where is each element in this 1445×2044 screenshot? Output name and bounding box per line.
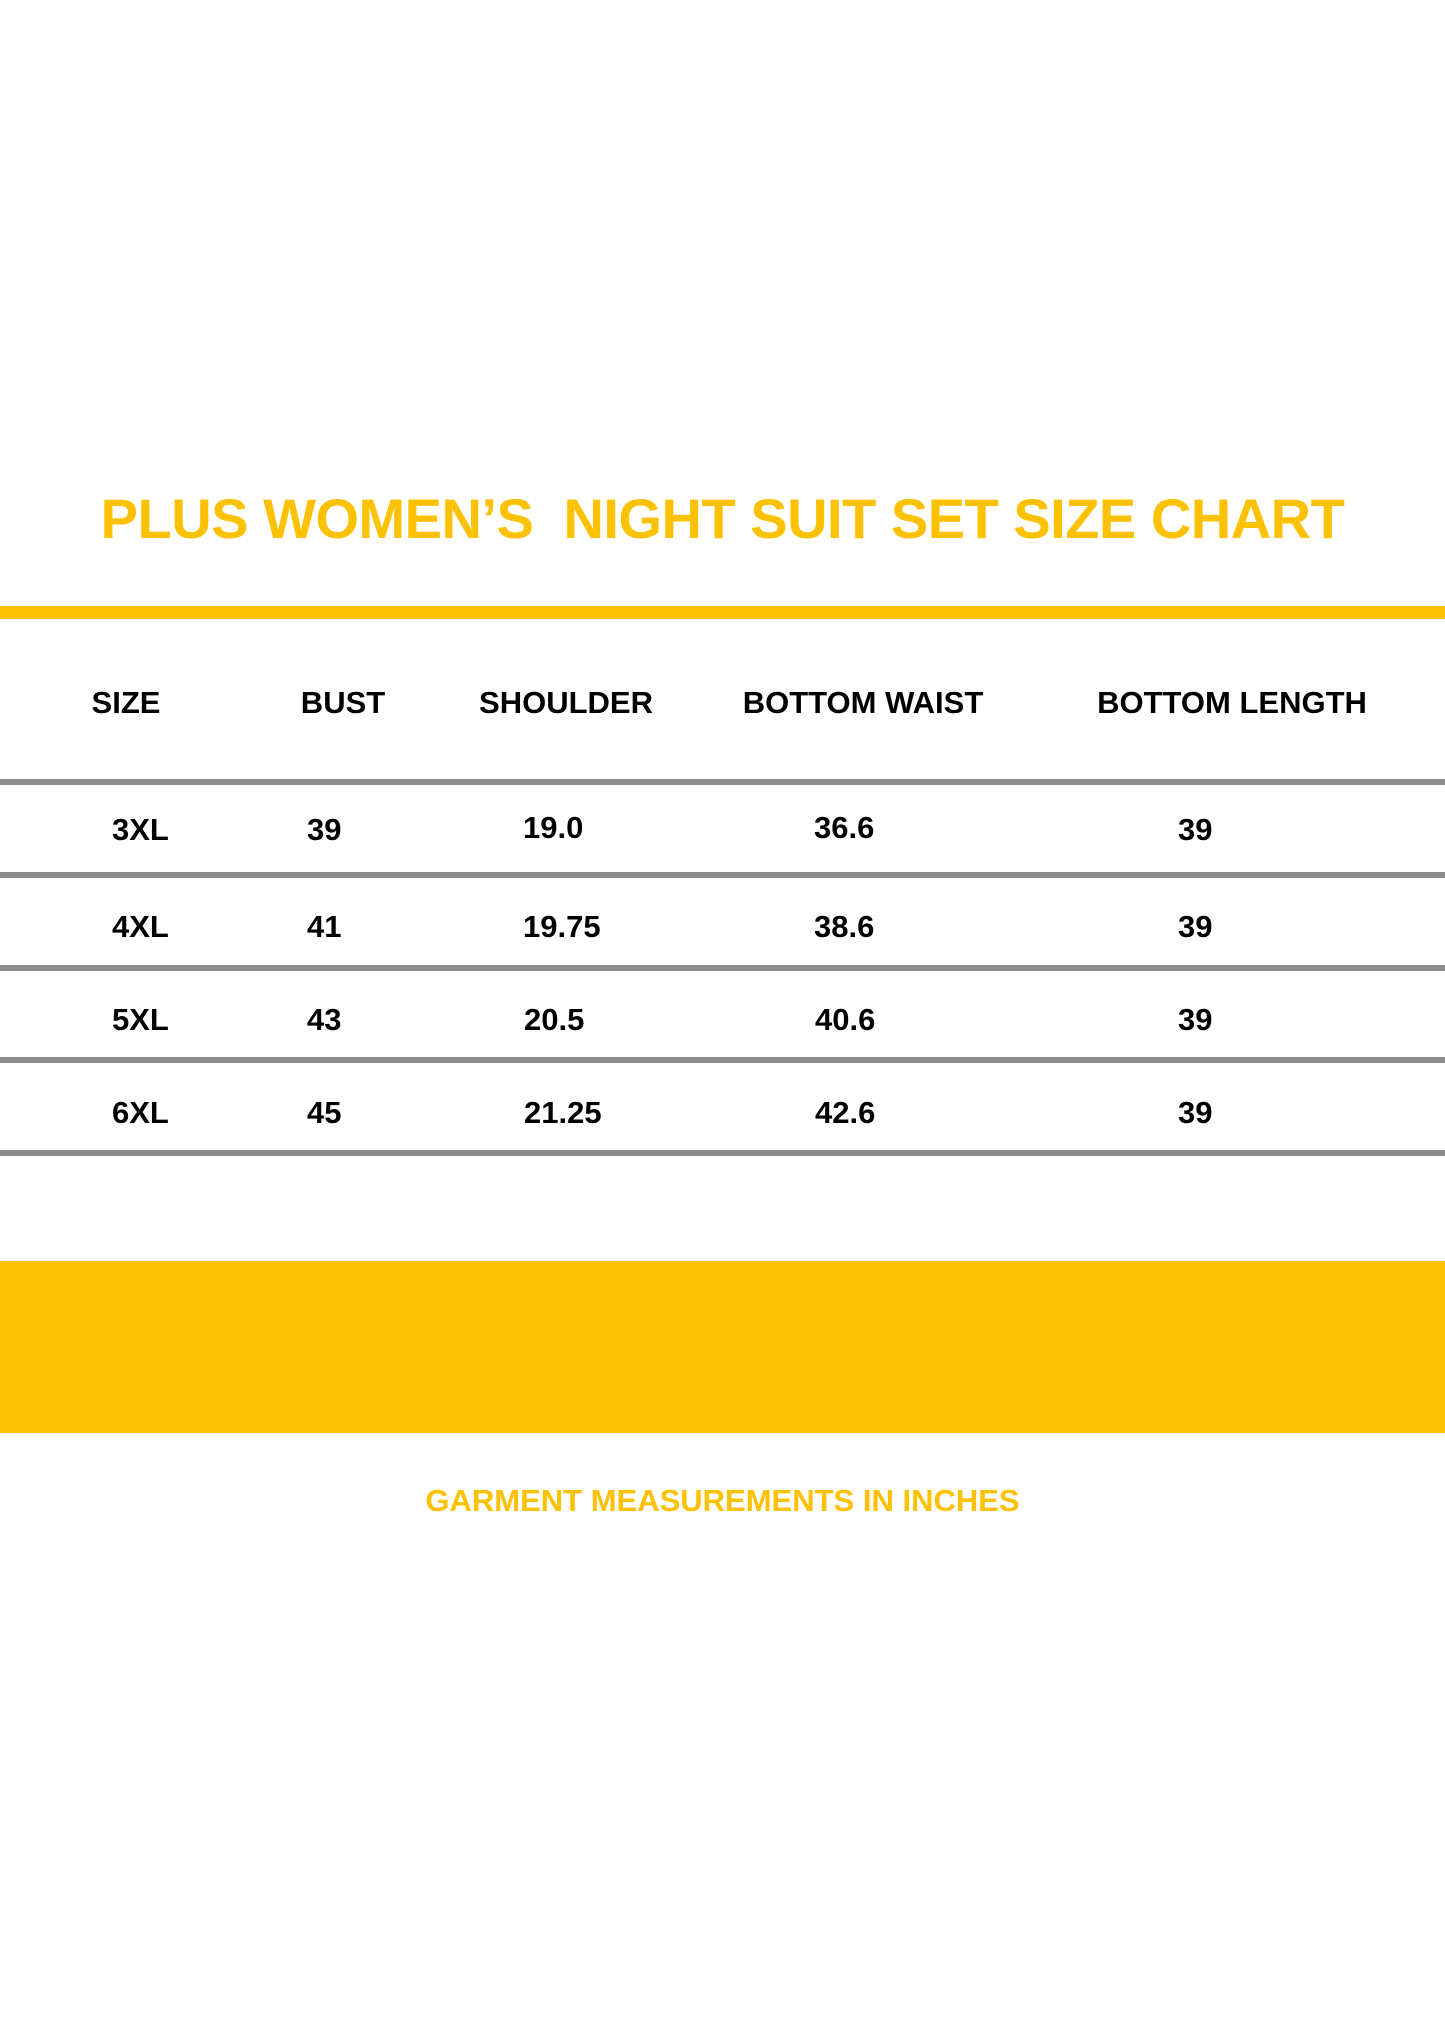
column-header-size: SIZE <box>91 685 161 720</box>
cell-shoulder: 19.75 <box>523 909 601 944</box>
cell-bottom-length: 39 <box>1178 812 1213 847</box>
row-divider <box>0 1150 1445 1156</box>
cell-bust: 39 <box>307 812 342 847</box>
row-divider <box>0 872 1445 878</box>
row-divider <box>0 1057 1445 1063</box>
cell-bust: 45 <box>307 1095 342 1130</box>
cell-shoulder: 20.5 <box>524 1002 585 1037</box>
column-header-bottom-waist: BOTTOM WAIST <box>742 685 984 720</box>
measurement-note: GARMENT MEASUREMENTS IN INCHES <box>425 1483 1020 1518</box>
cell-size: 5XL <box>112 1002 169 1037</box>
row-divider <box>0 965 1445 971</box>
row-divider <box>0 779 1445 785</box>
cell-bottom-length: 39 <box>1178 909 1213 944</box>
cell-size: 3XL <box>112 812 169 847</box>
cell-bust: 43 <box>307 1002 342 1037</box>
cell-bottom-waist: 42.6 <box>815 1095 876 1130</box>
cell-bottom-waist: 40.6 <box>815 1002 876 1037</box>
column-header-shoulder: SHOULDER <box>479 685 653 720</box>
accent-band <box>0 1261 1445 1433</box>
cell-shoulder: 21.25 <box>524 1095 602 1130</box>
cell-bottom-waist: 36.6 <box>814 810 875 845</box>
cell-bottom-waist: 38.6 <box>814 909 875 944</box>
cell-shoulder: 19.0 <box>523 810 584 845</box>
column-header-bust: BUST <box>300 685 386 720</box>
page-title: PLUS WOMEN’S NIGHT SUIT SET SIZE CHART <box>100 487 1345 550</box>
column-header-bottom-length: BOTTOM LENGTH <box>1097 685 1367 720</box>
cell-bust: 41 <box>307 909 342 944</box>
title-divider <box>0 606 1445 619</box>
cell-size: 6XL <box>112 1095 169 1130</box>
cell-bottom-length: 39 <box>1178 1095 1213 1130</box>
cell-size: 4XL <box>112 909 169 944</box>
cell-bottom-length: 39 <box>1178 1002 1213 1037</box>
